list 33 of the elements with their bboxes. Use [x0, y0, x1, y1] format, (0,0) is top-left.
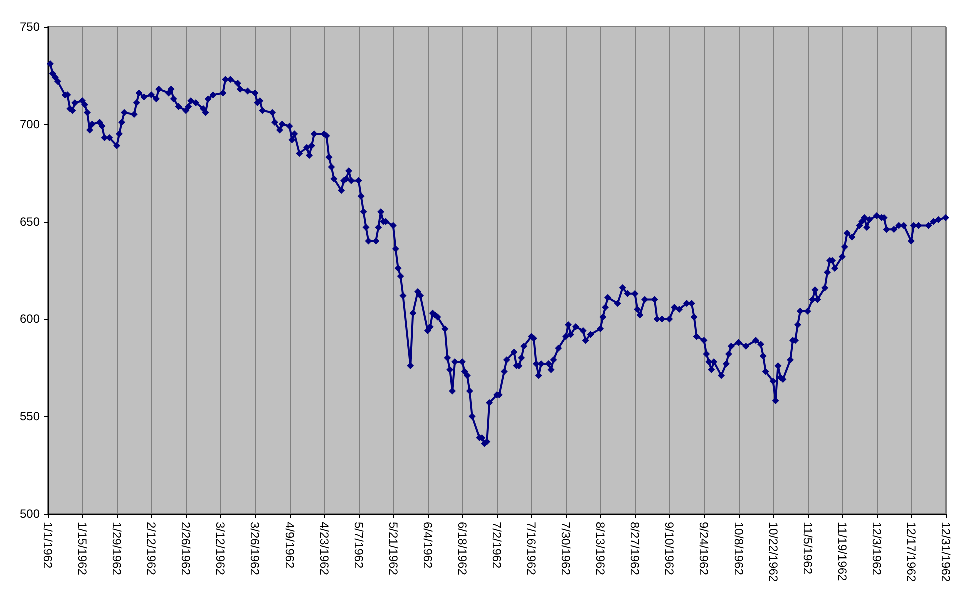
- x-tick-label: 9/10/1962: [662, 522, 677, 576]
- x-tick-label: 10/8/1962: [732, 522, 746, 576]
- x-tick-label: 8/13/1962: [594, 522, 608, 576]
- y-tick-label: 550: [20, 410, 40, 424]
- x-tick-label: 10/22/1962: [766, 522, 780, 582]
- x-tick-label: 1/29/1962: [110, 522, 124, 576]
- x-tick-label: 7/16/1962: [524, 522, 539, 576]
- x-tick-label: 12/31/1962: [939, 522, 953, 582]
- x-tick-label: 12/3/1962: [870, 522, 884, 576]
- y-tick-label: 650: [20, 214, 40, 229]
- x-tick-label: 3/26/1962: [248, 522, 262, 576]
- y-tick-label: 750: [20, 20, 40, 34]
- x-tick-label: 7/30/1962: [559, 522, 574, 576]
- x-tick-label: 6/18/1962: [455, 522, 470, 576]
- x-tick-label: 11/5/1962: [800, 522, 815, 575]
- x-tick-label: 2/12/1962: [144, 522, 159, 576]
- x-tick-label: 9/24/1962: [697, 522, 712, 576]
- x-tick-label: 5/7/1962: [352, 522, 366, 570]
- x-tick-label: 6/4/1962: [420, 522, 435, 570]
- x-tick-label: 1/1/1962: [41, 522, 55, 570]
- y-tick-label: 700: [20, 117, 40, 132]
- x-tick-label: 11/19/1962: [835, 522, 850, 582]
- y-tick-label: 500: [20, 507, 40, 521]
- x-tick-label: 3/12/1962: [214, 522, 228, 576]
- x-tick-label: 4/9/1962: [282, 522, 297, 570]
- x-tick-label: 2/26/1962: [179, 522, 194, 576]
- y-tick-label: 600: [20, 312, 40, 326]
- x-tick-label: 8/27/1962: [628, 522, 642, 576]
- x-tick-label: 7/2/1962: [490, 522, 504, 570]
- x-tick-label: 1/15/1962: [76, 522, 90, 576]
- x-tick-label: 4/23/1962: [317, 522, 332, 576]
- x-tick-label: 5/21/1962: [386, 522, 400, 576]
- x-tick-label: 12/17/1962: [904, 522, 918, 582]
